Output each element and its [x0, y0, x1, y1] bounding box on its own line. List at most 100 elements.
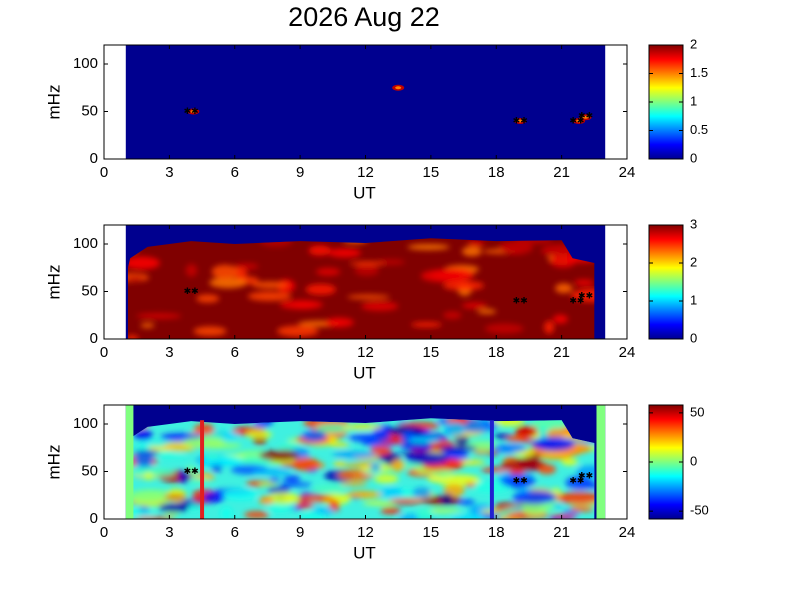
x-axis-label: UT — [353, 183, 376, 202]
blob — [311, 485, 348, 492]
blob — [202, 491, 226, 503]
blob — [477, 309, 497, 314]
blob — [136, 313, 182, 319]
x-tick-label: 15 — [423, 164, 440, 181]
image-bg — [125, 45, 606, 159]
blob — [512, 490, 557, 504]
blob — [388, 498, 425, 505]
marker: ✱✱ — [569, 115, 584, 125]
blob — [127, 275, 144, 282]
blob — [538, 452, 573, 460]
marker: ✱✱ — [184, 286, 199, 296]
x-tick-label: 21 — [553, 164, 570, 181]
blob — [325, 317, 354, 328]
blob — [501, 458, 547, 472]
y-tick-label: 100 — [73, 415, 98, 432]
colorbar — [649, 225, 683, 339]
blob — [569, 505, 594, 512]
blob — [333, 461, 347, 467]
blob — [509, 468, 525, 476]
blob — [465, 482, 476, 488]
blob — [259, 450, 300, 461]
blob — [204, 453, 222, 460]
blob — [461, 302, 488, 309]
y-axis-label: mHz — [44, 85, 63, 120]
blob-core — [517, 119, 524, 123]
blob — [506, 434, 530, 443]
x-tick-label: 12 — [357, 524, 374, 541]
blob — [500, 473, 536, 488]
y-axis-label: mHz — [44, 445, 63, 480]
blob — [544, 320, 555, 334]
x-tick-label: 0 — [100, 344, 108, 361]
x-tick-label: 15 — [423, 524, 440, 541]
blob — [442, 280, 485, 291]
x-tick-label: 6 — [231, 344, 239, 361]
blob — [193, 423, 215, 436]
blob — [410, 321, 443, 328]
y-tick-label: 50 — [81, 102, 98, 119]
blob — [361, 301, 399, 311]
blob — [127, 509, 156, 517]
blob — [467, 240, 485, 247]
x-tick-label: 24 — [619, 164, 636, 181]
blob — [159, 453, 187, 459]
marker: ✱✱ — [569, 475, 584, 485]
blob — [266, 492, 300, 505]
x-tick-label: 6 — [231, 164, 239, 181]
blob — [140, 323, 155, 328]
blob — [143, 472, 154, 481]
marker: ✱✱ — [184, 106, 199, 116]
blob — [537, 464, 557, 475]
blob — [408, 437, 441, 444]
blob — [444, 422, 466, 436]
blob — [211, 264, 239, 279]
blob — [428, 475, 440, 483]
blob-core — [395, 86, 402, 90]
blob — [328, 248, 362, 258]
blob — [373, 473, 399, 484]
blob — [193, 326, 227, 336]
x-axis-label: UT — [353, 363, 376, 382]
blob — [244, 510, 270, 519]
blob — [348, 433, 391, 443]
blob — [129, 468, 175, 477]
blob — [127, 256, 160, 270]
blob — [379, 487, 403, 498]
blob — [552, 502, 563, 509]
blob — [438, 445, 478, 452]
x-tick-label: 9 — [296, 344, 304, 361]
blob-core — [190, 110, 197, 113]
blob — [163, 495, 187, 500]
x-tick-label: 3 — [165, 524, 173, 541]
x-tick-label: 18 — [488, 344, 505, 361]
y-tick-label: 0 — [90, 330, 98, 347]
blob — [267, 485, 291, 495]
marker: ✱✱ — [578, 111, 593, 121]
blob — [279, 300, 324, 310]
blob — [391, 458, 405, 472]
blob — [127, 335, 139, 339]
blob — [134, 452, 154, 467]
blob — [276, 325, 319, 337]
blob — [430, 469, 453, 478]
x-tick-label: 24 — [619, 344, 636, 361]
colorbar-tick-label: -50 — [690, 503, 709, 518]
colorbar-tick-label: 0 — [690, 453, 697, 468]
blob — [570, 288, 595, 303]
blob — [555, 283, 573, 294]
x-tick-label: 3 — [165, 344, 173, 361]
blob — [350, 492, 371, 497]
y-tick-label: 50 — [81, 282, 98, 299]
marker: ✱✱ — [569, 295, 584, 305]
blob — [329, 442, 350, 448]
blob — [362, 501, 396, 506]
blob — [458, 499, 476, 506]
colorbar — [649, 45, 683, 159]
blob — [576, 465, 595, 478]
blob — [412, 487, 432, 498]
y-tick-label: 100 — [73, 235, 98, 252]
colorbar-tick-label: 0.5 — [690, 122, 708, 137]
blob — [295, 494, 333, 503]
blob — [189, 477, 210, 484]
